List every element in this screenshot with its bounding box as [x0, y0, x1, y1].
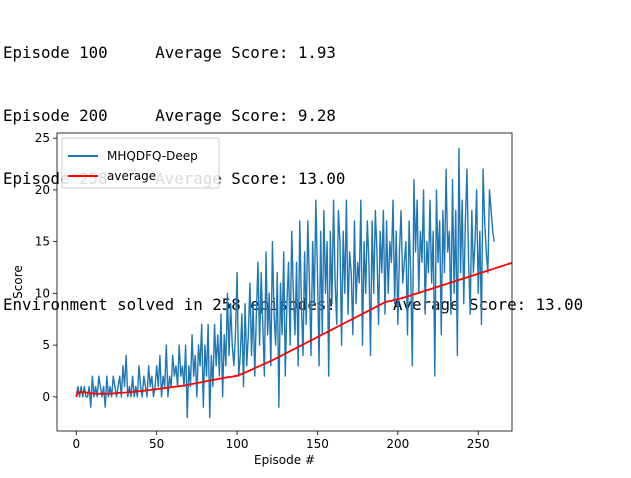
x-axis-label: Episode #: [254, 453, 315, 467]
legend-label-mhqdfq-deep: MHQDFQ-Deep: [107, 149, 198, 163]
log-line-episode-100: Episode 100 Average Score: 1.93: [3, 42, 583, 63]
x-tick-label: 0: [72, 437, 80, 451]
axis-ticks: 0 50 100 150 200 250 0 5 10 15 20 25: [35, 131, 490, 451]
series-line-mhqdfq-deep: [75, 147, 496, 419]
episode-label: Episode 200: [3, 106, 108, 125]
x-tick-label: 50: [149, 437, 164, 451]
average-score-text: Average Score: 9.28: [155, 106, 336, 125]
score-chart: 0 50 100 150 200 250 0 5 10 15 20 25 Episode # Scor…: [11, 131, 513, 467]
y-tick-label: 5: [42, 338, 50, 352]
plot-area: [75, 147, 512, 419]
x-tick-label: 250: [467, 437, 490, 451]
x-tick-label: 100: [226, 437, 249, 451]
y-tick-label: 25: [35, 131, 50, 145]
console-output: Episode 100 Average Score: 1.93 Episode …: [3, 0, 583, 336]
episode-label: Episode 100: [3, 43, 108, 62]
y-tick-label: 10: [35, 286, 50, 300]
average-score-text: Average Score: 1.93: [155, 43, 336, 62]
y-tick-label: 15: [35, 235, 50, 249]
x-tick-label: 200: [386, 437, 409, 451]
y-tick-label: 0: [42, 390, 50, 404]
log-line-episode-200: Episode 200 Average Score: 9.28: [3, 105, 583, 126]
legend-label-average: average: [107, 169, 156, 183]
plot-frame: [56, 132, 513, 432]
y-axis-label: Score: [11, 265, 25, 299]
y-tick-label: 20: [35, 183, 50, 197]
x-tick-label: 150: [306, 437, 329, 451]
legend: MHQDFQ-Deep average: [61, 137, 220, 189]
legend-box: [61, 137, 220, 189]
series-line-average: [75, 261, 512, 398]
